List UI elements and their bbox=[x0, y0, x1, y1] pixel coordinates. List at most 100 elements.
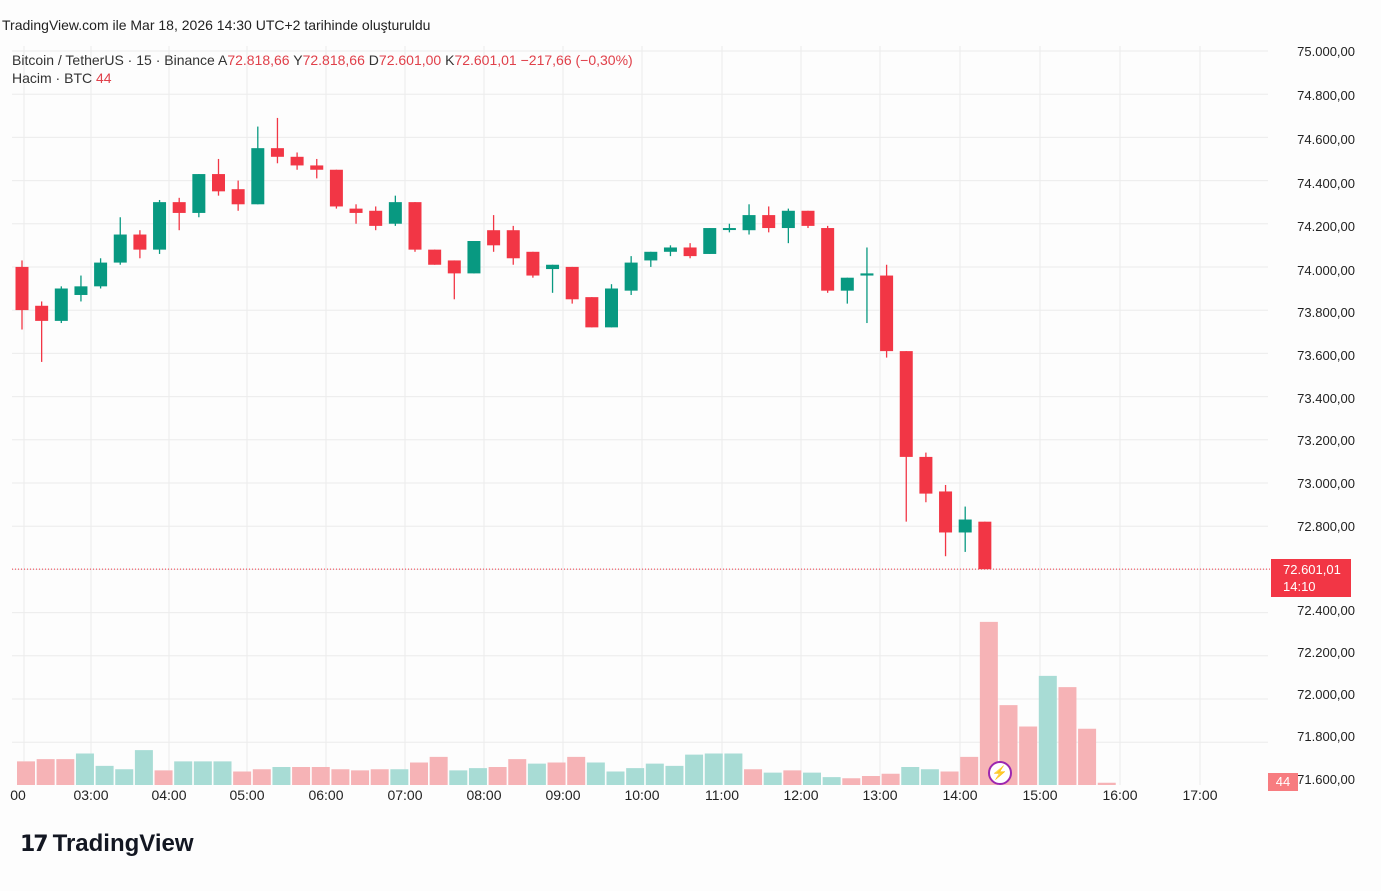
candle-body bbox=[428, 249, 442, 265]
lightning-icon[interactable]: ⚡ bbox=[988, 761, 1012, 785]
tradingview-mark-icon: 17 bbox=[20, 831, 49, 857]
volume-bar bbox=[881, 773, 900, 785]
x-tick-label: 08:00 bbox=[466, 787, 501, 803]
candle-body bbox=[683, 247, 697, 257]
volume-bar bbox=[429, 756, 448, 785]
x-tick-label: 12:00 bbox=[783, 787, 818, 803]
volume-bar bbox=[174, 761, 193, 785]
candle bbox=[722, 223, 736, 233]
y-tick-label: 73.600,00 bbox=[1297, 348, 1355, 363]
volume-bar bbox=[292, 767, 311, 785]
volume-bar bbox=[95, 765, 114, 785]
candle bbox=[624, 256, 638, 295]
candle-body bbox=[329, 169, 343, 207]
candle-body bbox=[349, 208, 363, 213]
candle bbox=[762, 206, 776, 233]
volume-bar bbox=[901, 767, 920, 785]
candle-body bbox=[742, 215, 756, 231]
volume-bar bbox=[1058, 687, 1077, 785]
y-tick-label: 74.400,00 bbox=[1297, 176, 1355, 191]
candle bbox=[15, 260, 29, 330]
volume-bar bbox=[861, 776, 880, 785]
y-tick-label: 73.000,00 bbox=[1297, 476, 1355, 491]
candle-body bbox=[35, 305, 49, 321]
candle bbox=[231, 180, 245, 211]
candle-body bbox=[663, 247, 677, 252]
x-tick-label: 09:00 bbox=[545, 787, 580, 803]
candle-body bbox=[978, 521, 992, 570]
candle-body bbox=[899, 351, 913, 457]
candle-body bbox=[113, 234, 127, 263]
candle bbox=[919, 452, 933, 503]
candle-body bbox=[369, 210, 383, 226]
symbol-name[interactable]: Bitcoin / TetherUS · 15 · Binance bbox=[12, 52, 215, 68]
volume-bar bbox=[390, 769, 409, 785]
candle-body bbox=[310, 165, 324, 170]
volume-bar bbox=[351, 770, 370, 785]
symbol-legend: Bitcoin / TetherUS · 15 · Binance A72.81… bbox=[12, 50, 633, 70]
volume-bar bbox=[763, 772, 782, 785]
volume-bar bbox=[1097, 782, 1116, 785]
y-tick-label: 74.600,00 bbox=[1297, 132, 1355, 147]
candle bbox=[388, 195, 402, 226]
candle-body bbox=[290, 156, 304, 166]
low-value: 72.601,00 bbox=[378, 52, 442, 68]
y-tick-label: 74.000,00 bbox=[1297, 263, 1355, 278]
candle bbox=[270, 117, 284, 164]
volume-bar bbox=[783, 770, 802, 785]
created-caption: TradingView.com ile Mar 18, 2026 14:30 U… bbox=[2, 17, 431, 33]
candle bbox=[958, 506, 972, 552]
close-label: K bbox=[445, 52, 455, 68]
candle bbox=[290, 152, 304, 170]
volume-bar bbox=[56, 759, 75, 785]
candle-body bbox=[388, 202, 402, 224]
volume-bar bbox=[645, 763, 664, 785]
x-tick-label: 00 bbox=[10, 787, 26, 803]
candle-body bbox=[487, 230, 501, 246]
volume-value: 44 bbox=[96, 70, 112, 86]
volume-bar bbox=[940, 771, 959, 785]
candle bbox=[74, 275, 88, 302]
y-tick-label: 74.200,00 bbox=[1297, 219, 1355, 234]
volume-bar bbox=[1019, 726, 1038, 785]
x-tick-label: 11:00 bbox=[705, 787, 739, 803]
candle-body bbox=[172, 202, 186, 213]
candle-body bbox=[74, 286, 88, 295]
candle-body bbox=[565, 266, 579, 300]
candle bbox=[840, 277, 854, 304]
candle bbox=[153, 199, 167, 254]
candle-body bbox=[506, 230, 520, 259]
volume-bar bbox=[744, 769, 763, 785]
x-tick-label: 13:00 bbox=[862, 787, 897, 803]
change-value: −217,66 (−0,30%) bbox=[520, 52, 633, 68]
y-tick-label: 71.600,00 bbox=[1297, 772, 1355, 787]
high-label: Y bbox=[293, 52, 303, 68]
candle bbox=[860, 247, 874, 324]
volume-bar bbox=[449, 770, 468, 785]
candle bbox=[329, 169, 343, 209]
volume-bar bbox=[75, 753, 94, 785]
grid bbox=[12, 46, 1268, 785]
volume-bar bbox=[1078, 728, 1097, 785]
last-price-badge: 72.601,01 14:10 bbox=[1271, 559, 1351, 597]
volume-bar bbox=[685, 754, 704, 785]
volume-legend: Hacim · BTC 44 bbox=[12, 70, 112, 86]
candle-body bbox=[840, 277, 854, 291]
volume-bar bbox=[606, 771, 625, 785]
volume-bar bbox=[626, 768, 645, 785]
candle-body bbox=[133, 234, 147, 250]
volume-label[interactable]: Hacim · BTC bbox=[12, 70, 93, 86]
y-tick-label: 72.200,00 bbox=[1297, 645, 1355, 660]
y-tick-label: 72.000,00 bbox=[1297, 687, 1355, 702]
candle-countdown: 14:10 bbox=[1283, 579, 1316, 594]
volume-bar bbox=[842, 778, 861, 785]
candle bbox=[94, 258, 108, 289]
candle bbox=[663, 245, 677, 257]
candle bbox=[880, 264, 894, 358]
candle bbox=[899, 351, 913, 522]
y-tick-label: 73.200,00 bbox=[1297, 433, 1355, 448]
tradingview-logo[interactable]: 17 TradingView bbox=[20, 830, 194, 858]
volume-bar bbox=[154, 770, 173, 785]
